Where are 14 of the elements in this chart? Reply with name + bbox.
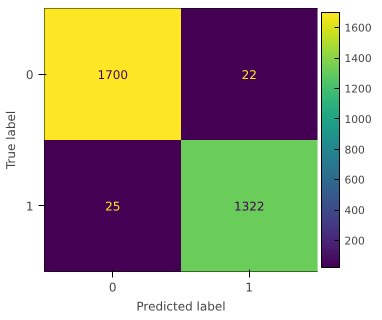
data-label: 1322 [234,199,265,214]
y-axis-title: True label [4,110,18,170]
color-bar-label: 1600 [344,22,372,35]
color-bar-label: 1200 [344,82,372,96]
x-axis-title: Predicted label [136,300,226,314]
color-bar-label: 800 [344,143,366,156]
color-bar-label: 1000 [344,112,372,126]
color-bar-label: 200 [344,234,366,248]
data-label: 1700 [97,68,128,82]
color-bar-label: 1400 [344,52,372,66]
data-label: 25 [105,199,120,214]
color-bar-label: 600 [344,174,366,187]
color-bar-label: 400 [344,204,366,218]
data-label: 22 [242,68,257,82]
